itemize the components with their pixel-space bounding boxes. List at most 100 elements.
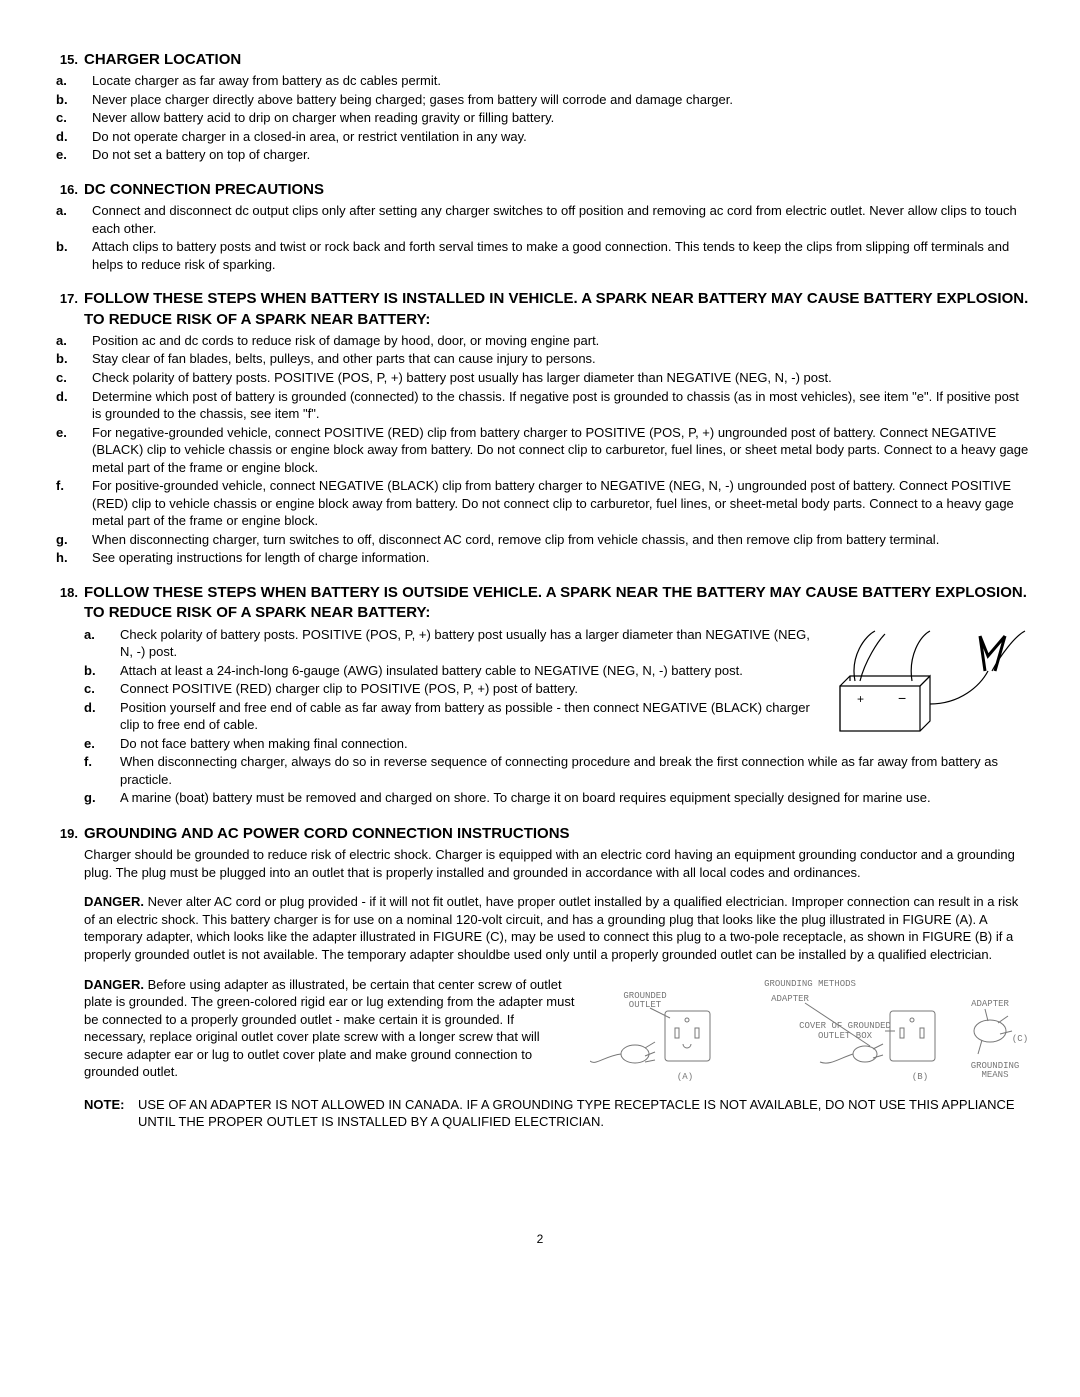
item-letter: c.: [56, 369, 92, 387]
item-letter: b.: [56, 238, 92, 256]
item-text: Connect and disconnect dc output clips o…: [92, 202, 1030, 237]
section-header: 15. CHARGER LOCATION: [50, 50, 1030, 70]
list-item: b.Attach clips to battery posts and twis…: [56, 238, 1030, 273]
fig-label: OUTLET BOX: [818, 1031, 873, 1041]
section-number: 17.: [50, 290, 84, 308]
fig-label: ADAPTER: [771, 994, 809, 1004]
item-letter: e.: [56, 424, 92, 442]
list-item: d.Position yourself and free end of cabl…: [84, 699, 818, 734]
item-text: Attach clips to battery posts and twist …: [92, 238, 1030, 273]
item-text: Position ac and dc cords to reduce risk …: [92, 332, 1030, 350]
item-text: Do not set a battery on top of charger.: [92, 146, 1030, 164]
item-text: When disconnecting charger, turn switche…: [92, 531, 1030, 549]
item-text: Locate charger as far away from battery …: [92, 72, 1030, 90]
page-number: 2: [50, 1231, 1030, 1247]
list-item: c.Never allow battery acid to drip on ch…: [56, 109, 1030, 127]
section-title: FOLLOW THESE STEPS WHEN BATTERY IS OUTSI…: [84, 583, 1030, 624]
item-letter: d.: [56, 388, 92, 406]
fig-label-c: (C): [1012, 1034, 1028, 1044]
section-body: + − a.Check polarity of battery posts. P…: [78, 626, 1030, 808]
list-item: c.Connect POSITIVE (RED) charger clip to…: [84, 680, 818, 698]
danger-2-block: GROUNDING METHODS GROUNDED OUTLET ADAPTE…: [84, 976, 1030, 1086]
item-text: Determine which post of battery is groun…: [92, 388, 1030, 423]
fig-label: MEANS: [981, 1070, 1008, 1080]
section-header: 18. FOLLOW THESE STEPS WHEN BATTERY IS O…: [50, 583, 1030, 624]
fig-label-b: (B): [912, 1072, 928, 1082]
list-item: g.A marine (boat) battery must be remove…: [84, 789, 1030, 807]
item-text: Position yourself and free end of cable …: [120, 699, 818, 734]
list-item: a.Position ac and dc cords to reduce ris…: [56, 332, 1030, 350]
section-number: 16.: [50, 181, 84, 199]
item-text: See operating instructions for length of…: [92, 549, 1030, 567]
list-item: d.Do not operate charger in a closed-in …: [56, 128, 1030, 146]
item-letter: c.: [84, 680, 120, 698]
item-letter: g.: [84, 789, 120, 807]
paragraph: Charger should be grounded to reduce ris…: [84, 846, 1030, 881]
fig-label: OUTLET: [629, 1000, 662, 1010]
list-item: d.Determine which post of battery is gro…: [56, 388, 1030, 423]
section-17: 17. FOLLOW THESE STEPS WHEN BATTERY IS I…: [50, 289, 1030, 567]
section-body: Charger should be grounded to reduce ris…: [78, 846, 1030, 1085]
section-header: 16. DC CONNECTION PRECAUTIONS: [50, 180, 1030, 200]
note-text: USE OF AN ADAPTER IS NOT ALLOWED IN CANA…: [138, 1096, 1030, 1131]
section-number: 19.: [50, 825, 84, 843]
list-item: h.See operating instructions for length …: [56, 549, 1030, 567]
item-text: Do not operate charger in a closed-in ar…: [92, 128, 1030, 146]
item-letter: b.: [56, 350, 92, 368]
item-letter: e.: [84, 735, 120, 753]
list-item: e.Do not face battery when making final …: [84, 735, 818, 753]
item-text: Check polarity of battery posts. POSITIV…: [120, 626, 818, 661]
sub-list: a.Connect and disconnect dc output clips…: [50, 202, 1030, 273]
fig-label: ADAPTER: [971, 999, 1009, 1009]
item-text: Never place charger directly above batte…: [92, 91, 1030, 109]
sub-list: a.Position ac and dc cords to reduce ris…: [50, 332, 1030, 567]
section-title: GROUNDING AND AC POWER CORD CONNECTION I…: [84, 824, 570, 844]
item-letter: d.: [56, 128, 92, 146]
list-item: b.Stay clear of fan blades, belts, pulle…: [56, 350, 1030, 368]
item-letter: h.: [56, 549, 92, 567]
danger-label: DANGER.: [84, 894, 144, 909]
battery-figure: + −: [830, 626, 1030, 736]
item-letter: f.: [56, 477, 92, 495]
item-letter: a.: [56, 202, 92, 220]
fig-label-a: (A): [677, 1072, 693, 1082]
item-letter: f.: [84, 753, 120, 771]
list-item: c.Check polarity of battery posts. POSIT…: [56, 369, 1030, 387]
danger-text: Before using adapter as illustrated, be …: [84, 977, 574, 1080]
item-text: When disconnecting charger, always do so…: [120, 753, 1030, 788]
section-19: 19. GROUNDING AND AC POWER CORD CONNECTI…: [50, 824, 1030, 1131]
item-letter: b.: [56, 91, 92, 109]
danger-label: DANGER.: [84, 977, 144, 992]
section-number: 18.: [50, 584, 84, 602]
list-item: f.When disconnecting charger, always do …: [84, 753, 1030, 788]
item-letter: e.: [56, 146, 92, 164]
section-header: 19. GROUNDING AND AC POWER CORD CONNECTI…: [50, 824, 1030, 844]
item-letter: a.: [56, 72, 92, 90]
item-letter: a.: [56, 332, 92, 350]
section-number: 15.: [50, 51, 84, 69]
item-letter: c.: [56, 109, 92, 127]
section-title: DC CONNECTION PRECAUTIONS: [84, 180, 324, 200]
item-text: Check polarity of battery posts. POSITIV…: [92, 369, 1030, 387]
item-letter: g.: [56, 531, 92, 549]
plus-label: +: [857, 692, 864, 706]
list-item: b.Attach at least a 24-inch-long 6-gauge…: [84, 662, 818, 680]
item-text: Never allow battery acid to drip on char…: [92, 109, 1030, 127]
item-text: Attach at least a 24-inch-long 6-gauge (…: [120, 662, 818, 680]
item-text: Stay clear of fan blades, belts, pulleys…: [92, 350, 1030, 368]
danger-paragraph-1: DANGER. Never alter AC cord or plug prov…: [84, 893, 1030, 963]
danger-text: Never alter AC cord or plug provided - i…: [84, 894, 1018, 962]
list-item: e.For negative-grounded vehicle, connect…: [56, 424, 1030, 477]
list-item: a.Connect and disconnect dc output clips…: [56, 202, 1030, 237]
section-18: 18. FOLLOW THESE STEPS WHEN BATTERY IS O…: [50, 583, 1030, 808]
item-text: For negative-grounded vehicle, connect P…: [92, 424, 1030, 477]
item-letter: a.: [84, 626, 120, 644]
item-text: Do not face battery when making final co…: [120, 735, 818, 753]
sub-list: a.Locate charger as far away from batter…: [50, 72, 1030, 164]
section-header: 17. FOLLOW THESE STEPS WHEN BATTERY IS I…: [50, 289, 1030, 330]
section-title: CHARGER LOCATION: [84, 50, 241, 70]
list-item: g.When disconnecting charger, turn switc…: [56, 531, 1030, 549]
list-item: b.Never place charger directly above bat…: [56, 91, 1030, 109]
item-text: A marine (boat) battery must be removed …: [120, 789, 1030, 807]
item-text: Connect POSITIVE (RED) charger clip to P…: [120, 680, 818, 698]
